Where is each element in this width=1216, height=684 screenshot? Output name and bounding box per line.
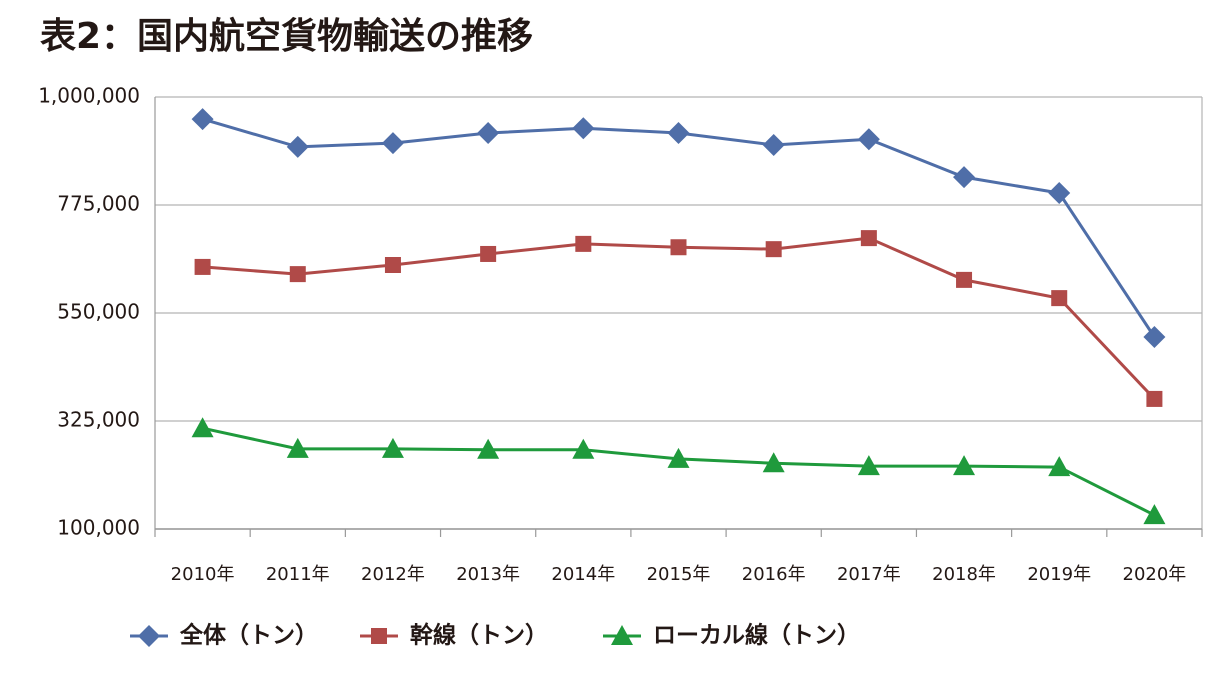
data-point [956, 271, 973, 288]
x-tick-label: 2016年 [742, 564, 806, 585]
x-tick-label: 2017年 [837, 564, 901, 585]
x-tick-label: 2020年 [1123, 564, 1187, 585]
data-point [572, 438, 595, 459]
data-point [572, 117, 595, 140]
data-point [286, 135, 309, 158]
data-point [480, 245, 497, 262]
legend-marker [611, 625, 633, 645]
legend-marker [371, 628, 387, 644]
data-point [857, 128, 880, 151]
data-point [1051, 290, 1068, 307]
data-point [286, 437, 309, 458]
data-point [953, 455, 976, 476]
x-tick-label: 2014年 [551, 564, 615, 585]
y-tick-label: 325,000 [57, 408, 140, 432]
y-tick-label: 100,000 [57, 516, 140, 540]
x-tick-label: 2015年 [647, 564, 711, 585]
data-point [670, 239, 687, 256]
x-tick-label: 2019年 [1027, 564, 1091, 585]
data-point [289, 266, 306, 283]
data-point [1048, 456, 1071, 477]
data-point [384, 257, 401, 273]
data-point [860, 230, 877, 247]
data-point [765, 241, 782, 258]
data-point [477, 122, 500, 144]
data-point [667, 447, 690, 468]
data-point [575, 235, 592, 252]
x-tick-label: 2012年 [361, 564, 425, 585]
y-tick-label: 775,000 [57, 192, 140, 216]
data-point [762, 134, 785, 156]
legend-label: 全体（トン） [179, 622, 318, 649]
y-tick-label: 1,000,000 [38, 84, 140, 108]
x-tick-label: 2011年 [266, 564, 330, 585]
legend-marker [138, 625, 160, 647]
data-point [953, 166, 976, 189]
data-point [191, 417, 214, 438]
x-tick-label: 2018年 [932, 564, 996, 585]
chart-title: 表2：国内航空貨物輸送の推移 [40, 15, 533, 57]
y-tick-label: 550,000 [57, 300, 140, 324]
x-tick-label: 2010年 [171, 564, 235, 585]
data-point [477, 438, 500, 459]
data-point [667, 122, 690, 144]
data-point [381, 437, 404, 458]
data-point [762, 452, 785, 473]
data-point [857, 455, 880, 476]
data-point [191, 108, 214, 131]
x-tick-label: 2013年 [456, 564, 520, 585]
data-point [1143, 504, 1166, 525]
data-point [1143, 326, 1166, 348]
data-point [1146, 390, 1163, 407]
data-point [381, 132, 404, 155]
legend-label: 幹線（トン） [410, 622, 548, 649]
data-point [1048, 182, 1071, 204]
legend-label: ローカル線（トン） [653, 622, 860, 649]
data-point [194, 258, 211, 275]
